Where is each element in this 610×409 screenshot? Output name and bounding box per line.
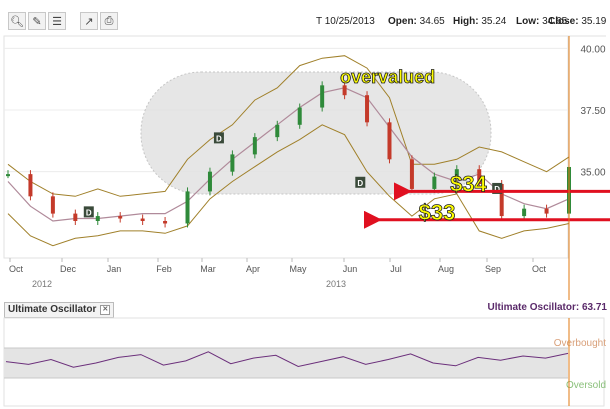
price-bar xyxy=(365,95,370,123)
x-tick-label: Sep xyxy=(485,264,501,274)
price-bar xyxy=(73,213,78,221)
x-tick-label: Jun xyxy=(343,264,358,274)
oscillator-value: Ultimate Oscillator: 63.71 xyxy=(487,302,608,313)
price-bar xyxy=(297,107,302,125)
price-bar xyxy=(118,216,123,219)
price-bar xyxy=(163,221,168,224)
price-bar xyxy=(409,159,414,189)
moving-average-line xyxy=(7,87,570,222)
dividend-marker xyxy=(355,176,366,188)
low-label: Low: xyxy=(516,16,540,27)
x-tick-label: Jul xyxy=(390,264,402,274)
overbought-label: Overbought xyxy=(554,338,606,349)
print-icon[interactable]: ⎙ xyxy=(100,12,118,30)
pencil-icon[interactable]: ✎ xyxy=(28,12,46,30)
dividend-marker xyxy=(213,132,224,144)
dividend-marker-label: D xyxy=(357,179,363,188)
price-bar xyxy=(95,216,100,221)
x-tick-label: Aug xyxy=(438,264,454,274)
x-tick-label: Oct xyxy=(532,264,547,274)
price-bar xyxy=(342,85,347,96)
x-tick-label: May xyxy=(289,264,307,274)
price-bar xyxy=(275,124,280,138)
oscillator-tab-label: Ultimate Oscillator xyxy=(8,304,97,315)
zoom-icon[interactable]: 🔍︎ xyxy=(8,12,26,30)
price-bar xyxy=(432,176,437,189)
dividend-marker xyxy=(83,206,94,218)
year-label: 2013 xyxy=(326,279,346,289)
close-icon[interactable]: ✕ xyxy=(100,305,111,315)
upper-band-line xyxy=(7,55,570,197)
dividend-markers: D D D D xyxy=(83,132,503,218)
callout-text: $33 xyxy=(419,200,456,225)
lower-band-line xyxy=(7,124,570,247)
price-bar xyxy=(544,208,549,214)
y-axis: 40.00 37.50 35.00 xyxy=(580,44,605,178)
y-tick-label: 35.00 xyxy=(580,168,605,179)
price-bar xyxy=(499,184,504,217)
price-bar xyxy=(185,191,190,224)
price-bar xyxy=(477,169,482,184)
dividend-marker xyxy=(492,182,503,194)
price-bar xyxy=(6,174,10,177)
price-bar xyxy=(50,196,55,214)
y-tick-label: 37.50 xyxy=(580,106,605,117)
close-value: 35.19 xyxy=(581,16,607,27)
low-value: 34.65 xyxy=(542,16,568,27)
price-bar xyxy=(28,174,33,197)
oscillator-line xyxy=(5,351,569,368)
x-axis: Oct Dec Jan Feb Mar Apr May Jun Jul Aug Sep Oct 2012… xyxy=(9,258,547,289)
callout-text: $34 xyxy=(450,171,487,196)
price-bar xyxy=(140,218,145,221)
dividend-marker-label: D xyxy=(216,134,222,143)
oscillator-neutral-band xyxy=(4,348,568,378)
bollinger-bands xyxy=(7,55,570,247)
open-value: 34.65 xyxy=(419,16,445,27)
annotations: overvalued $34 $33 xyxy=(340,66,610,229)
price-chart[interactable]: D D D D overvalued $34 $33 40.00 37.50 35.00 Oc… xyxy=(0,0,610,300)
dividend-marker-label: D xyxy=(494,185,500,194)
price-bar xyxy=(522,208,527,217)
open-label: Open: xyxy=(388,16,417,27)
x-tick-label: Apr xyxy=(246,264,260,274)
x-tick-label: Oct xyxy=(9,264,24,274)
price-bar xyxy=(454,169,459,177)
high-value: 35.24 xyxy=(481,16,507,27)
close-label: Close: xyxy=(548,16,579,27)
chart-settings-icon[interactable]: ↗ xyxy=(80,12,98,30)
x-tick-label: Jan xyxy=(107,264,122,274)
price-bar xyxy=(230,154,235,172)
x-tick-label: Dec xyxy=(60,264,77,274)
high-label: High: xyxy=(453,16,479,27)
price-bar xyxy=(387,122,392,160)
y-tick-label: 40.00 xyxy=(580,44,605,55)
oversold-label: Oversold xyxy=(566,380,606,391)
x-tick-label: Feb xyxy=(156,264,172,274)
dividend-marker-label: D xyxy=(86,208,92,217)
symbol-date: T 10/25/2013 xyxy=(316,16,375,27)
price-bar xyxy=(207,171,212,192)
price-bar xyxy=(320,85,325,108)
note-icon[interactable]: ☰ xyxy=(48,12,66,30)
x-tick-label: Mar xyxy=(200,264,216,274)
callout-text: overvalued xyxy=(340,67,435,87)
price-bar xyxy=(252,137,257,155)
year-label: 2012 xyxy=(32,279,52,289)
oscillator-background xyxy=(3,317,605,407)
oscillator-tab[interactable]: Ultimate Oscillator ✕ xyxy=(4,302,115,318)
chart-toolbar: 🔍︎ ✎ ☰ ↗ ⎙ xyxy=(8,12,118,30)
